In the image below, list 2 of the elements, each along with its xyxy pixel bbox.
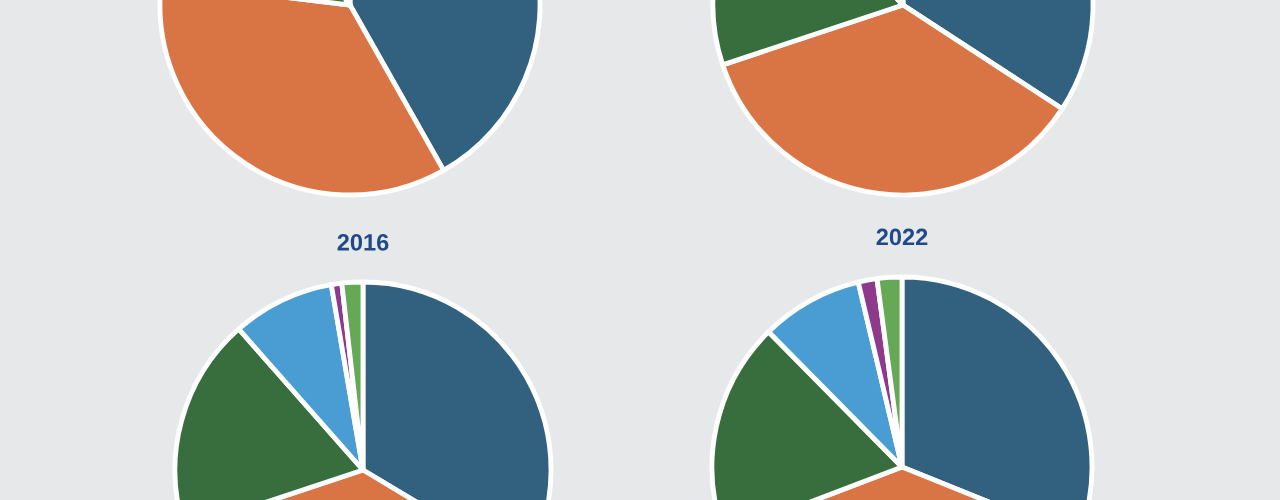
chart-title: 2016 — [337, 234, 389, 251]
chart-title: 2022 — [876, 228, 928, 246]
